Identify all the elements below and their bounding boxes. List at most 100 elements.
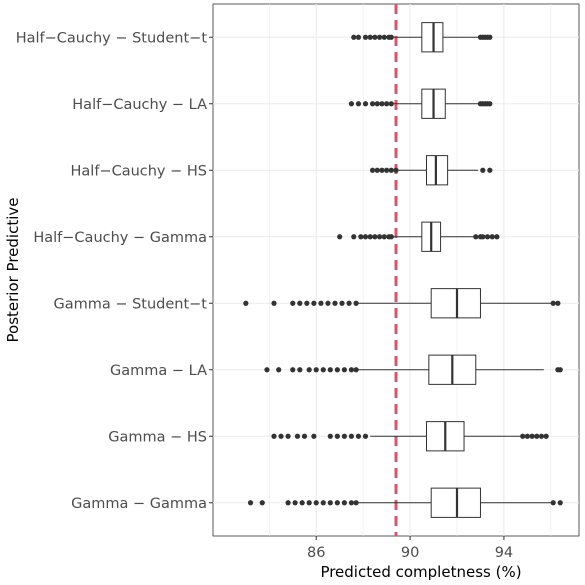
outlier-point bbox=[341, 367, 347, 373]
outlier-point bbox=[376, 34, 383, 40]
outlier-point bbox=[311, 433, 317, 439]
outlier-point bbox=[285, 433, 291, 439]
outlier-point bbox=[341, 433, 347, 439]
iqr-box bbox=[421, 22, 444, 53]
outlier-point bbox=[313, 500, 319, 506]
outlier-point bbox=[311, 300, 317, 306]
outlier-point bbox=[379, 101, 385, 107]
outlier-point bbox=[538, 433, 545, 439]
outlier-point bbox=[374, 167, 380, 173]
boxplot-3 bbox=[337, 221, 500, 252]
iqr-box bbox=[430, 288, 481, 319]
outlier-point bbox=[489, 234, 495, 240]
outlier-point bbox=[381, 234, 387, 240]
outlier-point bbox=[285, 500, 291, 506]
outlier-point bbox=[337, 234, 343, 240]
outlier-point bbox=[243, 300, 249, 306]
category-labels: Half−Cauchy − Student−t Half−Cauchy − LA H… bbox=[16, 30, 213, 512]
boxplot-2 bbox=[369, 155, 493, 186]
outlier-point bbox=[334, 433, 340, 439]
outlier-point bbox=[276, 367, 282, 373]
outlier-point bbox=[369, 101, 376, 107]
boxplot-6 bbox=[271, 421, 549, 452]
outlier-point bbox=[278, 433, 284, 439]
outlier-point bbox=[480, 234, 486, 240]
outlier-point bbox=[473, 234, 479, 240]
outlier-point bbox=[543, 433, 549, 439]
outlier-point bbox=[362, 101, 369, 107]
outlier-point bbox=[557, 367, 563, 373]
outlier-point bbox=[372, 34, 378, 40]
outlier-point bbox=[388, 101, 394, 107]
y-axis-title: Posterior Predictive bbox=[4, 198, 22, 343]
outlier-point bbox=[367, 234, 373, 240]
outlier-point bbox=[367, 34, 373, 40]
outlier-point bbox=[334, 500, 340, 506]
category-label: Gamma − LA bbox=[110, 363, 207, 379]
outlier-point bbox=[318, 300, 324, 306]
outlier-point bbox=[271, 433, 277, 439]
outlier-point bbox=[376, 234, 383, 240]
outlier-point bbox=[484, 234, 491, 240]
outlier-point bbox=[353, 500, 359, 506]
boxplot-5 bbox=[264, 354, 563, 385]
iqr-box bbox=[426, 155, 449, 186]
outlier-point bbox=[327, 367, 333, 373]
category-label: Half−Cauchy − LA bbox=[72, 97, 207, 113]
outlier-point bbox=[355, 101, 362, 107]
x-tick-label: 90 bbox=[401, 545, 419, 561]
outlier-point bbox=[355, 433, 362, 439]
outlier-point bbox=[320, 500, 326, 506]
outlier-point bbox=[313, 367, 319, 373]
outlier-point bbox=[301, 433, 308, 439]
outlier-point bbox=[520, 433, 526, 439]
outlier-point bbox=[362, 234, 369, 240]
outlier-point bbox=[487, 167, 493, 173]
outlier-point bbox=[306, 500, 312, 506]
outlier-point bbox=[271, 300, 277, 306]
outlier-point bbox=[393, 167, 399, 173]
outlier-point bbox=[557, 500, 563, 506]
x-tick-label: 86 bbox=[307, 545, 325, 561]
outlier-point bbox=[339, 300, 345, 306]
outlier-point bbox=[304, 300, 310, 306]
outlier-point bbox=[555, 300, 561, 306]
outlier-point bbox=[550, 500, 556, 506]
outlier-point bbox=[372, 234, 378, 240]
outlier-point bbox=[294, 433, 301, 439]
outlier-point bbox=[320, 367, 326, 373]
boxplot-1 bbox=[348, 88, 493, 119]
category-label: Gamma − Gamma bbox=[71, 496, 207, 512]
outlier-point bbox=[353, 367, 359, 373]
outlier-point bbox=[494, 234, 500, 240]
outlier-point bbox=[247, 500, 254, 506]
outlier-point bbox=[351, 34, 357, 40]
outlier-point bbox=[379, 167, 385, 173]
outlier-point bbox=[358, 234, 364, 240]
iqr-box bbox=[430, 487, 481, 518]
outlier-point bbox=[353, 300, 359, 306]
x-axis-ticks: 86 90 94 bbox=[307, 536, 513, 561]
outlier-point bbox=[384, 167, 390, 173]
boxplot-0 bbox=[351, 22, 493, 53]
outlier-point bbox=[346, 300, 352, 306]
x-axis-title: Predicted completness (%) bbox=[320, 563, 521, 581]
x-tick-label: 94 bbox=[495, 545, 513, 561]
outlier-point bbox=[374, 101, 380, 107]
outlier-point bbox=[348, 367, 355, 373]
outlier-point bbox=[480, 167, 486, 173]
boxplot-4 bbox=[243, 288, 561, 319]
outlier-point bbox=[487, 101, 493, 107]
category-label: Half−Cauchy − Student−t bbox=[16, 30, 208, 46]
outlier-point bbox=[388, 34, 394, 40]
outlier-point bbox=[259, 500, 265, 506]
outlier-point bbox=[362, 433, 369, 439]
outlier-point bbox=[369, 167, 376, 173]
outlier-point bbox=[292, 500, 298, 506]
outlier-point bbox=[384, 101, 390, 107]
outlier-point bbox=[306, 367, 312, 373]
outlier-point bbox=[524, 433, 530, 439]
outlier-point bbox=[348, 433, 355, 439]
outlier-point bbox=[264, 367, 270, 373]
outlier-point bbox=[334, 367, 340, 373]
